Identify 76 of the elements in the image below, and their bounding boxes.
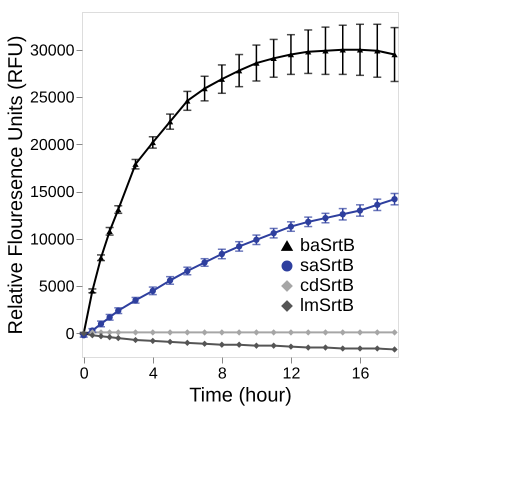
point (253, 342, 260, 349)
y-axis-title: Relative Flouresence Units (RFU) (5, 36, 28, 334)
point (150, 329, 156, 336)
y-tick-label: 20000 (30, 136, 75, 154)
x-tick-label: 4 (148, 366, 158, 382)
point (132, 329, 139, 336)
y-tick-label: 30000 (30, 42, 75, 60)
point (340, 211, 346, 218)
point (98, 333, 104, 340)
point (150, 338, 156, 344)
point (236, 329, 242, 336)
point (201, 340, 208, 347)
point (305, 329, 312, 336)
point (356, 47, 364, 53)
point (115, 334, 122, 342)
point (236, 243, 242, 250)
point (322, 329, 329, 336)
x-tick-label: 8 (218, 366, 227, 382)
y-tick-label: 5000 (38, 278, 75, 296)
y-tick-label: 10000 (30, 231, 75, 248)
point (270, 230, 277, 236)
point (184, 329, 190, 336)
legend-label: lmSrtB (300, 295, 354, 315)
x-axis-title: Time (hour) (189, 384, 292, 406)
point (340, 329, 346, 336)
point (288, 52, 294, 58)
point (106, 228, 113, 234)
legend-label: baSrtB (300, 235, 356, 255)
point (218, 76, 226, 82)
point (236, 342, 242, 348)
legend-label: saSrtB (300, 255, 354, 275)
point (106, 329, 113, 336)
point (270, 342, 277, 349)
point (356, 345, 364, 352)
point (391, 52, 398, 58)
y-tick-label: 0 (66, 326, 75, 343)
point (201, 329, 208, 336)
point (201, 86, 208, 92)
point (218, 342, 226, 348)
point (166, 338, 174, 346)
point (236, 68, 242, 74)
x-tick-label: 12 (282, 366, 300, 382)
point (288, 343, 294, 350)
point (253, 236, 260, 243)
point (356, 329, 364, 336)
x-tick-label: 16 (352, 366, 370, 382)
point (106, 334, 113, 340)
point (391, 329, 398, 336)
point (322, 48, 329, 54)
point (89, 332, 96, 338)
point (374, 329, 380, 336)
legend-label: cdSrtB (300, 275, 354, 295)
point (391, 346, 398, 353)
point (356, 207, 364, 214)
point (253, 60, 260, 66)
x-tick-label: 0 (80, 366, 89, 382)
y-tick-label: 25000 (30, 90, 75, 107)
y-tick-label: 15000 (30, 184, 75, 202)
point (270, 329, 277, 336)
point (374, 202, 380, 208)
point (184, 340, 190, 346)
point (218, 329, 226, 336)
point (288, 223, 294, 230)
point (322, 214, 329, 222)
point (218, 250, 226, 258)
point (166, 329, 174, 336)
point (305, 344, 312, 351)
point (115, 329, 122, 336)
point (374, 345, 380, 352)
point (391, 196, 398, 202)
point (253, 329, 260, 336)
point (340, 345, 346, 352)
point (305, 218, 312, 225)
point (288, 329, 294, 336)
point (132, 336, 139, 344)
point (322, 344, 329, 351)
